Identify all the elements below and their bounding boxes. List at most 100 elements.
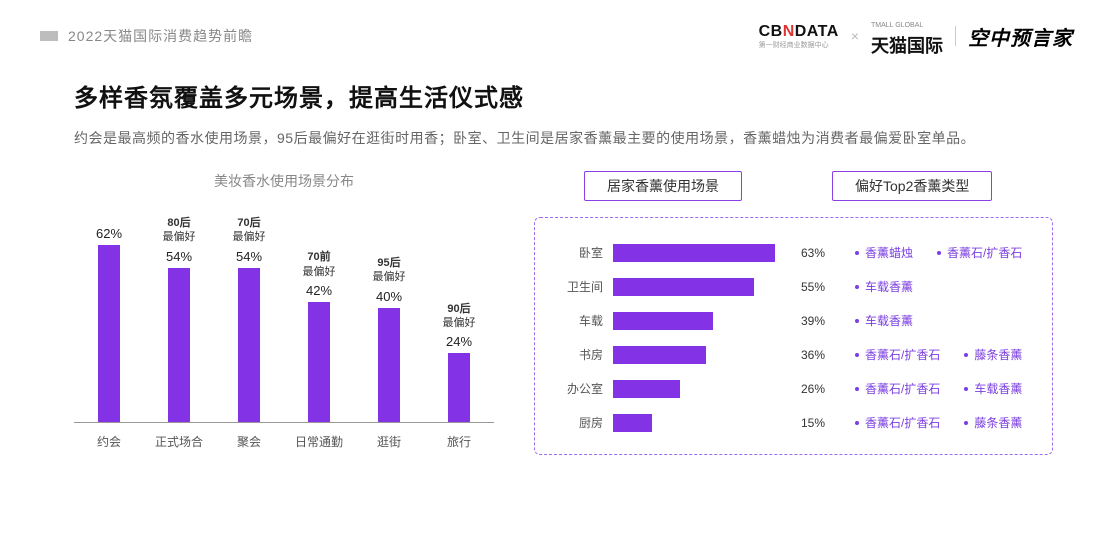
hbar-value-label: 55% (801, 280, 837, 294)
bar-tag: 70后最偏好 (233, 216, 266, 245)
bullet-text: 香薰蜡烛 (865, 244, 913, 261)
bar-xlabel: 正式场合 (144, 433, 214, 450)
home-aroma-panel: 居家香薰使用场景 偏好Top2香薰类型 卧室63%香薰蜡烛香薰石/扩香石卫生间5… (534, 171, 1053, 455)
logo-slogan: 空中预言家 (968, 22, 1073, 51)
bar-xlabel: 聚会 (214, 433, 284, 450)
bullet-text: 藤条香薰 (974, 414, 1022, 431)
bullet-list: 香薰石/扩香石 藤条香薰 (855, 346, 1032, 363)
bar-rect (448, 353, 470, 422)
bar-rect (238, 268, 260, 422)
logo-cbndata: CBNDATA 第一财经商业数据中心 (759, 23, 839, 49)
bullet-list: 香薰石/扩香石 车载香薰 (855, 380, 1032, 397)
bar-旅行: 90后最偏好24% (424, 203, 494, 422)
logo-tmall: TMALL GLOBAL 天猫国际 (871, 14, 943, 58)
logo-separator: × (851, 28, 859, 44)
hbar-track (613, 346, 793, 364)
vertical-separator (955, 26, 956, 46)
hbar-rect (613, 244, 775, 262)
bar-日常通勤: 70前最偏好 42% (284, 203, 354, 422)
bar-value-label: 62% (96, 226, 122, 241)
bullet-text: 车载香薰 (974, 380, 1022, 397)
perfume-usage-bar-chart: 美妆香水使用场景分布 62%80后最偏好54%70后最偏好54%70前最偏好42… (74, 171, 494, 455)
hrow-label: 车载 (553, 312, 603, 329)
bar-rect (98, 245, 120, 422)
bar-xlabel: 逛街 (354, 433, 424, 450)
bullet-list: 车载香薰 (855, 312, 1032, 329)
hbar-track (613, 278, 793, 296)
bullet-dot-icon (855, 319, 859, 323)
hbar-value-label: 26% (801, 382, 837, 396)
logo-group: CBNDATA 第一财经商业数据中心 × TMALL GLOBAL 天猫国际 空… (759, 14, 1073, 58)
bar-约会: 62% (74, 203, 144, 422)
hbar-rect (613, 346, 706, 364)
topbar-marker (40, 31, 58, 41)
bar-value-label: 54% (236, 249, 262, 264)
hbar-rect (613, 380, 680, 398)
bullet-text: 香薰石/扩香石 (947, 244, 1022, 261)
bullet-item: 藤条香薰 (964, 414, 1022, 431)
bar-rect (308, 302, 330, 422)
bar-tag: 90后最偏好 (443, 302, 476, 331)
hrow-label: 办公室 (553, 380, 603, 397)
hbar-track (613, 414, 793, 432)
hbar-rect (613, 414, 652, 432)
bar-tag: 70前最偏好 (303, 250, 336, 279)
header-usage-scene: 居家香薰使用场景 (584, 171, 742, 201)
bullet-text: 香薰石/扩香石 (865, 414, 940, 431)
bullet-item: 香薰石/扩香石 (855, 346, 940, 363)
report-title: 2022天猫国际消费趋势前瞻 (68, 26, 253, 46)
right-headers: 居家香薰使用场景 偏好Top2香薰类型 (584, 171, 1053, 201)
bullet-dot-icon (937, 251, 941, 255)
hbar-value-label: 63% (801, 246, 837, 260)
bullet-item: 车载香薰 (964, 380, 1022, 397)
bar-rect (168, 268, 190, 422)
bullet-dot-icon (964, 353, 968, 357)
hrow-label: 卫生间 (553, 278, 603, 295)
hrow-卫生间: 卫生间 55% 车载香薰 (553, 270, 1032, 304)
bullet-item: 藤条香薰 (964, 346, 1022, 363)
headline: 多样香氛覆盖多元场景，提高生活仪式感 (74, 78, 1053, 113)
horizontal-bar-list: 卧室63%香薰蜡烛香薰石/扩香石卫生间55%车载香薰车载39%车载香薰书房36%… (534, 217, 1053, 455)
bullet-list: 香薰蜡烛 香薰石/扩香石 (855, 244, 1032, 261)
bullet-text: 车载香薰 (865, 278, 913, 295)
hbar-rect (613, 278, 754, 296)
bullet-dot-icon (855, 421, 859, 425)
hrow-车载: 车载 39% 车载香薰 (553, 304, 1032, 338)
bullet-item: 香薰石/扩香石 (855, 414, 940, 431)
hbar-value-label: 15% (801, 416, 837, 430)
hbar-track (613, 312, 793, 330)
bar-逛街: 95后最偏好 40% (354, 203, 424, 422)
hrow-卧室: 卧室 63% 香薰蜡烛 香薰石/扩香石 (553, 236, 1032, 270)
bar-value-label: 40% (376, 289, 402, 304)
bar-value-label: 42% (306, 283, 332, 298)
header-top2-types: 偏好Top2香薰类型 (832, 171, 992, 201)
bullet-item: 车载香薰 (855, 312, 913, 329)
content: 多样香氛覆盖多元场景，提高生活仪式感 约会是最高频的香水使用场景，95后最偏好在… (0, 58, 1113, 455)
bar-tag: 95后最偏好 (373, 256, 406, 285)
bar-xlabel: 日常通勤 (284, 433, 354, 450)
topbar: 2022天猫国际消费趋势前瞻 CBNDATA 第一财经商业数据中心 × TMAL… (0, 0, 1113, 58)
bullet-dot-icon (964, 421, 968, 425)
bullet-dot-icon (855, 285, 859, 289)
bullet-item: 车载香薰 (855, 278, 913, 295)
hrow-label: 卧室 (553, 244, 603, 261)
hbar-rect (613, 312, 713, 330)
bar-value-label: 54% (166, 249, 192, 264)
hrow-label: 厨房 (553, 414, 603, 431)
panels: 美妆香水使用场景分布 62%80后最偏好54%70后最偏好54%70前最偏好42… (74, 171, 1053, 455)
subheadline: 约会是最高频的香水使用场景，95后最偏好在逛街时用香；卧室、卫生间是居家香薰最主… (74, 127, 1034, 151)
hrow-厨房: 厨房 15% 香薰石/扩香石 藤条香薰 (553, 406, 1032, 440)
bullet-item: 香薰石/扩香石 (937, 244, 1022, 261)
hbar-value-label: 39% (801, 314, 837, 328)
bullet-dot-icon (855, 353, 859, 357)
vertical-bars: 62%80后最偏好54%70后最偏好54%70前最偏好42%95后最偏好40%9… (74, 203, 494, 423)
bullet-list: 车载香薰 (855, 278, 1032, 295)
bullet-dot-icon (855, 251, 859, 255)
hrow-label: 书房 (553, 346, 603, 363)
bullet-dot-icon (855, 387, 859, 391)
bar-正式场合: 80后最偏好 54% (144, 203, 214, 422)
bullet-text: 香薰石/扩香石 (865, 380, 940, 397)
bar-xlabel: 约会 (74, 433, 144, 450)
bullet-list: 香薰石/扩香石 藤条香薰 (855, 414, 1032, 431)
bar-tag: 80后最偏好 (163, 216, 196, 245)
